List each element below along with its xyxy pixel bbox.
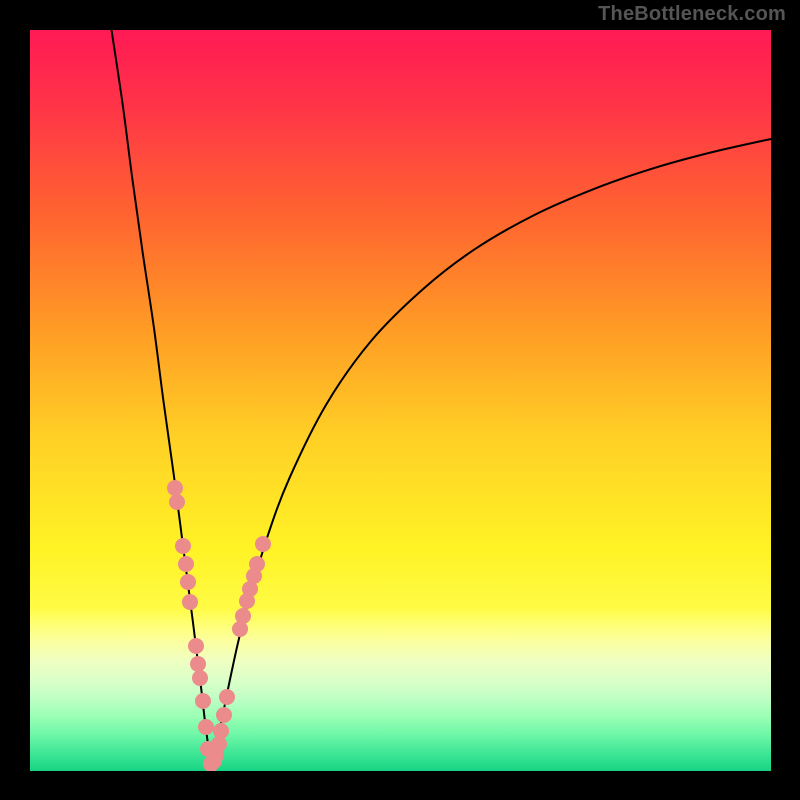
data-point xyxy=(169,494,185,510)
plot-area xyxy=(30,30,771,771)
data-point xyxy=(175,538,191,554)
data-point xyxy=(235,608,251,624)
data-point xyxy=(213,723,229,739)
data-point xyxy=(178,556,194,572)
data-point xyxy=(192,670,208,686)
data-point xyxy=(216,707,232,723)
watermark-text: TheBottleneck.com xyxy=(598,3,786,26)
data-point xyxy=(255,536,271,552)
data-point xyxy=(190,656,206,672)
data-point xyxy=(249,556,265,572)
data-point xyxy=(198,719,214,735)
data-point xyxy=(188,638,204,654)
data-point xyxy=(182,594,198,610)
data-point xyxy=(195,693,211,709)
chart-frame: TheBottleneck.com xyxy=(0,0,800,800)
bottleneck-curve xyxy=(30,30,771,771)
data-point xyxy=(180,574,196,590)
data-point xyxy=(219,689,235,705)
